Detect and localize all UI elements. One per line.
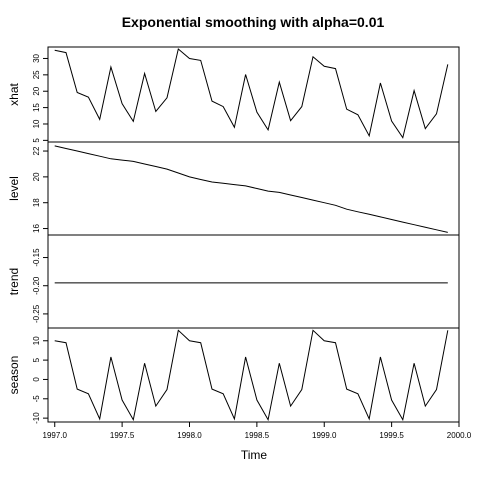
panel-trend-ytick-label: -0.20 — [32, 276, 41, 295]
panel-level-ytick-label: 18 — [32, 198, 41, 207]
panel-xhat-ylabel: xhat — [7, 82, 21, 105]
panel-xhat-frame — [47, 46, 460, 143]
panel-level-ytick-label: 22 — [32, 146, 41, 155]
x-tick-label: 1999.5 — [379, 431, 404, 440]
panels-group: 51015202530xhat16182022level-0.25-0.20-0… — [7, 46, 460, 424]
panel-level: 16 18 20 22 level — [7, 141, 460, 236]
panel-xhat-ytick-label: 15 — [32, 103, 41, 112]
panel-xhat: 5 10 15 20 25 30 xhat — [7, 46, 460, 143]
panel-trend-ytick-label: -0.15 — [32, 248, 41, 267]
x-tick-label: 1997.5 — [110, 431, 135, 440]
panel-season: -10 -5 0 5 10 season — [7, 327, 460, 424]
panel-season-frame — [47, 327, 460, 423]
x-tick-label: 1998.0 — [177, 431, 202, 440]
x-tick-label: 1999.0 — [312, 431, 337, 440]
panel-season-ytick-label: 5 — [32, 357, 41, 362]
panel-season-ytick-label: 10 — [32, 336, 41, 345]
panel-season-ylabel: season — [7, 356, 21, 395]
panel-season-ytick-label: -10 — [32, 412, 41, 424]
panel-level-ytick-label: 20 — [32, 172, 41, 181]
panel-trend-frame — [47, 234, 460, 329]
panel-trend-ylabel: trend — [7, 268, 21, 295]
chart-title: Exponential smoothing with alpha=0.01 — [122, 14, 385, 30]
panel-season-ytick-label: 0 — [32, 377, 41, 382]
panel-xhat-ytick-label: 10 — [32, 119, 41, 128]
panel-season-ytick-label: -5 — [32, 395, 41, 403]
panel-level-ylabel: level — [7, 176, 21, 201]
x-axis-label: Time — [241, 448, 268, 462]
series-xhat — [54, 48, 449, 139]
x-tick-label: 2000.0 — [447, 431, 472, 440]
x-axis: 1997.0 1997.5 1998.0 1998.5 1999.0 1999.5 2000… — [43, 421, 472, 440]
panel-xhat-ytick-label: 30 — [32, 53, 41, 62]
x-tick-label: 1998.5 — [245, 431, 270, 440]
panel-trend: -0.25 -0.20 -0.15 trend — [7, 234, 460, 329]
panel-xhat-ytick-label: 20 — [32, 86, 41, 95]
panel-xhat-ytick-label: 25 — [32, 70, 41, 79]
panel-level-ytick-label: 16 — [32, 224, 41, 233]
series-season — [54, 329, 449, 422]
panel-trend-ytick-label: -0.25 — [32, 304, 41, 323]
x-tick-label: 1997.0 — [43, 431, 68, 440]
panel-xhat-ytick-label: 5 — [32, 138, 41, 143]
series-level — [54, 145, 448, 233]
